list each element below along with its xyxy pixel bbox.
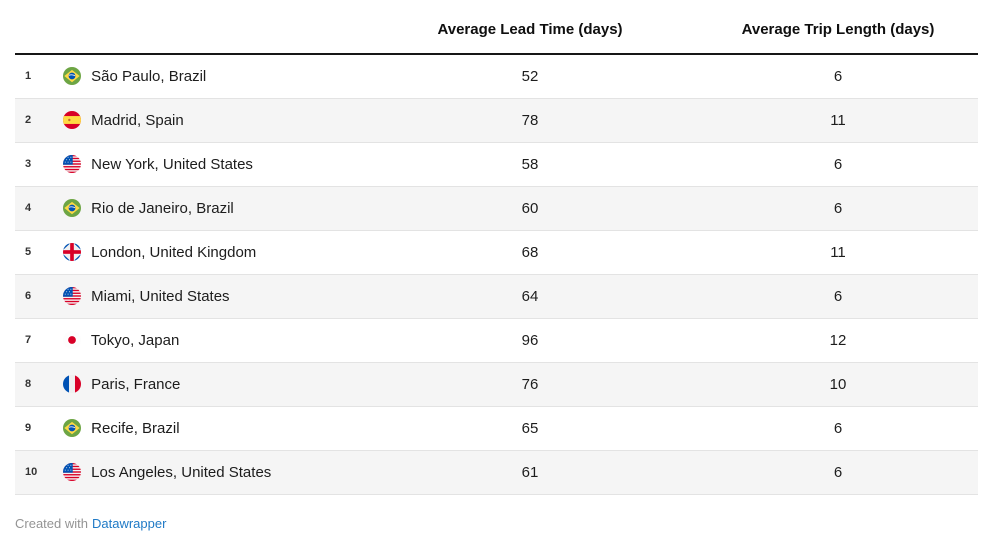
column-header-rank — [15, 4, 63, 55]
flag-spain-icon — [63, 111, 81, 129]
trip-length-cell: 6 — [640, 142, 978, 187]
trip-length-cell: 6 — [640, 274, 978, 319]
rank-cell: 9 — [15, 406, 63, 451]
rank-cell: 7 — [15, 318, 63, 363]
city-cell: Recife, Brazil — [63, 406, 420, 451]
city-label: Los Angeles, United States — [91, 464, 272, 481]
flag-united-states-icon — [63, 287, 81, 305]
flag-japan-icon — [63, 331, 81, 349]
city-label: Miami, United States — [91, 288, 230, 305]
flag-united-states-icon — [63, 155, 81, 173]
rank-cell: 4 — [15, 186, 63, 231]
city-label: São Paulo, Brazil — [91, 68, 207, 85]
lead-time-cell: 60 — [420, 186, 640, 231]
datawrapper-link[interactable]: Datawrapper — [91, 516, 167, 531]
city-cell: Miami, United States — [63, 274, 420, 319]
table-row: 9 Recife, Brazil 65 6 — [15, 406, 978, 451]
city-label: Paris, France — [91, 376, 181, 393]
city-label: New York, United States — [91, 156, 253, 173]
rank-cell: 8 — [15, 362, 63, 407]
trip-length-cell: 6 — [640, 406, 978, 451]
rank-cell: 5 — [15, 230, 63, 275]
created-with-label: Created with — [15, 516, 88, 531]
trip-length-cell: 11 — [640, 230, 978, 275]
city-cell: São Paulo, Brazil — [63, 54, 420, 99]
city-label: Rio de Janeiro, Brazil — [91, 200, 234, 217]
trip-length-cell: 6 — [640, 54, 978, 99]
lead-time-cell: 76 — [420, 362, 640, 407]
table-row: 6 Miami, United States 64 6 — [15, 274, 978, 319]
flag-france-icon — [63, 375, 81, 393]
flag-united-kingdom-icon — [63, 243, 81, 261]
trip-length-cell: 6 — [640, 186, 978, 231]
trip-length-cell: 12 — [640, 318, 978, 363]
rank-cell: 6 — [15, 274, 63, 319]
city-cell: Tokyo, Japan — [63, 318, 420, 363]
lead-time-cell: 65 — [420, 406, 640, 451]
trip-length-cell: 11 — [640, 98, 978, 143]
trip-length-cell: 10 — [640, 362, 978, 407]
city-label: Tokyo, Japan — [90, 332, 180, 349]
city-cell: Los Angeles, United States — [63, 450, 420, 495]
data-table: Average Lead Time (days) Average Trip Le… — [15, 4, 978, 495]
rank-cell: 1 — [15, 54, 63, 99]
city-label: London, United Kingdom — [91, 244, 257, 261]
column-header-city — [63, 4, 420, 55]
table-row: 10 Los Angeles, United States 61 6 — [15, 450, 978, 495]
lead-time-cell: 61 — [420, 450, 640, 495]
rank-cell: 10 — [15, 450, 63, 495]
attribution-footer: Created with Datawrapper — [15, 516, 978, 532]
table-row: 7 Tokyo, Japan 96 12 — [15, 318, 978, 363]
city-label: Madrid, Spain — [91, 112, 184, 129]
lead-time-cell: 68 — [420, 230, 640, 275]
lead-time-cell: 96 — [420, 318, 640, 363]
rank-cell: 3 — [15, 142, 63, 187]
city-cell: Paris, France — [63, 362, 420, 407]
flag-brazil-icon — [63, 199, 81, 217]
city-cell: New York, United States — [63, 142, 420, 187]
header-row: Average Lead Time (days) Average Trip Le… — [15, 4, 978, 55]
city-cell: London, United Kingdom — [63, 230, 420, 275]
lead-time-cell: 78 — [420, 98, 640, 143]
flag-brazil-icon — [63, 67, 81, 85]
column-header-lead-time: Average Lead Time (days) — [420, 4, 640, 55]
trip-length-cell: 6 — [640, 450, 978, 495]
table-row: 3 New York, United States 58 6 — [15, 142, 978, 187]
table-row: 2 Madrid, Spain 78 11 — [15, 98, 978, 143]
city-cell: Madrid, Spain — [63, 98, 420, 143]
city-label: Recife, Brazil — [91, 420, 180, 437]
table-row: 4 Rio de Janeiro, Brazil 60 6 — [15, 186, 978, 231]
lead-time-cell: 64 — [420, 274, 640, 319]
column-header-trip-length: Average Trip Length (days) — [640, 4, 978, 55]
table-row: 5 London, United Kingdom 68 11 — [15, 230, 978, 275]
flag-brazil-icon — [63, 419, 81, 437]
city-cell: Rio de Janeiro, Brazil — [63, 186, 420, 231]
lead-time-cell: 58 — [420, 142, 640, 187]
table-row: 1 São Paulo, Brazil 52 6 — [15, 54, 978, 99]
lead-time-cell: 52 — [420, 54, 640, 99]
datawrapper-table-embed: Average Lead Time (days) Average Trip Le… — [15, 4, 978, 532]
flag-united-states-icon — [63, 463, 81, 481]
table-row: 8 Paris, France 76 10 — [15, 362, 978, 407]
rank-cell: 2 — [15, 98, 63, 143]
